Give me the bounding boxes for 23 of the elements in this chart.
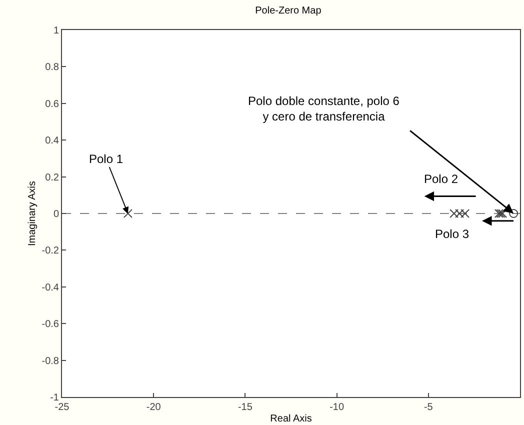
annotation: Polo doble constante, polo 6 y cero de transferencia (248, 94, 400, 124)
y-axis-title: Imaginary Axis (26, 180, 38, 246)
x-tick-label: -10 (330, 402, 344, 413)
y-tick-label: 1 (53, 26, 60, 36)
y-tick-label: 0.2 (45, 172, 60, 184)
y-tick-label: -0.6 (42, 319, 60, 330)
y-tick-label: -0.4 (42, 282, 60, 294)
annotation: Polo 2 (424, 172, 458, 186)
y-tick-label: -1 (50, 392, 60, 404)
y-tick-label: 0 (53, 209, 60, 220)
x-tick-label: -20 (146, 402, 162, 413)
y-tick-label: 0.6 (45, 98, 60, 110)
x-tick-label: -5 (424, 402, 434, 413)
y-tick-label: -0.2 (42, 246, 60, 257)
y-tick-label: 0.4 (45, 136, 60, 147)
x-tick-label: -25 (54, 402, 70, 413)
y-tick-label: 0.8 (45, 62, 60, 74)
chart-title: Pole-Zero Map (255, 5, 322, 16)
x-axis-title: Real Axis (270, 414, 312, 424)
x-tick-label: -15 (238, 402, 253, 413)
annotation: Polo 1 (89, 152, 124, 166)
annotation: Polo 3 (435, 227, 470, 241)
y-tick-label: -0.8 (42, 356, 60, 367)
